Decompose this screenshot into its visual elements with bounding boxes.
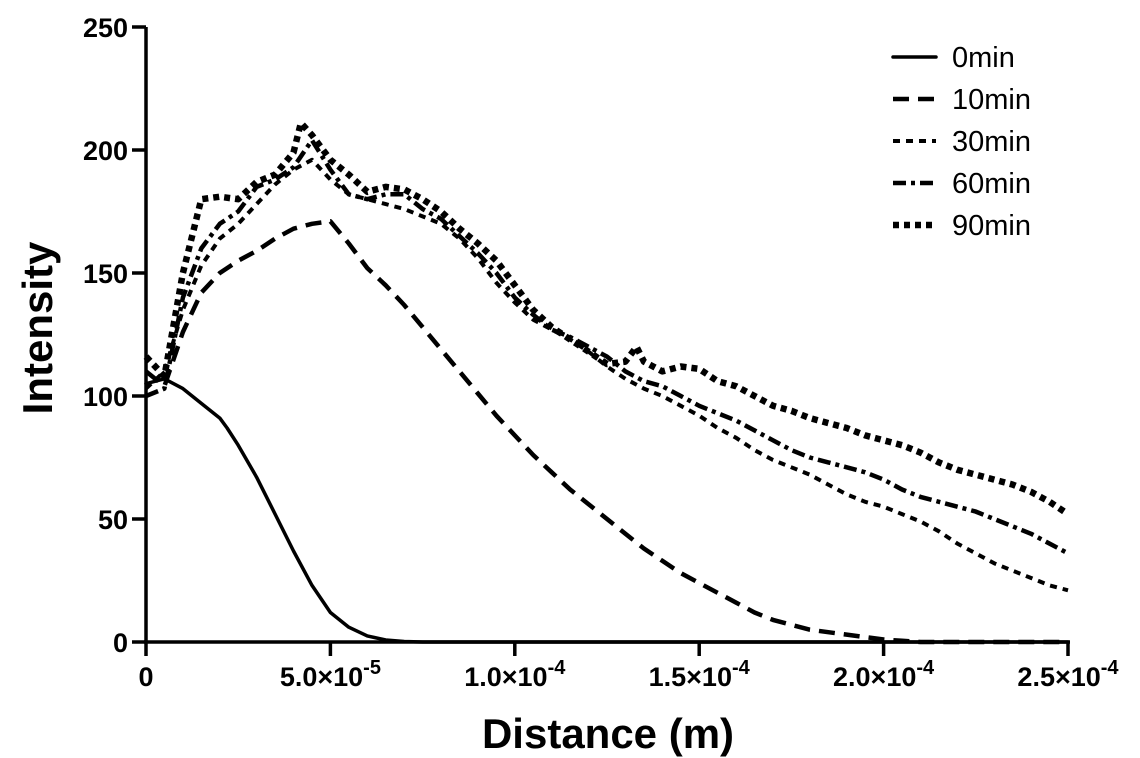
- series-line-60min: [145, 137, 1070, 556]
- x-tick-label: 5.0×10-5: [280, 657, 381, 692]
- y-tick-label: 200: [83, 136, 128, 166]
- y-tick-label: 100: [83, 382, 128, 412]
- legend-label: 90min: [952, 210, 1031, 242]
- x-tick-exponent: -4: [548, 657, 567, 679]
- legend-label: 0min: [952, 42, 1015, 74]
- x-tick-label: 2.0×10-4: [833, 657, 935, 692]
- legend-label: 60min: [952, 168, 1031, 200]
- x-tick-mantissa: 1.5×10: [649, 662, 732, 692]
- x-ticks: 0 5.0×10-5 1.0×10-4 1.5×10-4 2.0×10-4 2.5×10-…: [138, 642, 1119, 692]
- series-line-90min: [143, 119, 1070, 517]
- series-line-10min: [144, 219, 1068, 645]
- x-tick-exponent: -4: [916, 657, 935, 679]
- legend-label: 10min: [952, 84, 1031, 116]
- x-tick-exponent: -5: [363, 657, 381, 679]
- y-tick-label: 150: [83, 259, 128, 289]
- y-ticks: 0 50 100 150 200 250: [83, 13, 146, 658]
- x-tick-exponent: -4: [732, 657, 751, 679]
- x-tick-mantissa: 1.0×10: [464, 662, 547, 692]
- y-tick-label: 0: [113, 628, 128, 658]
- x-tick-mantissa: 2.5×10: [1017, 662, 1100, 692]
- x-tick-mantissa: 5.0×10: [280, 662, 363, 692]
- x-tick-exponent: -4: [1101, 657, 1120, 679]
- series-line-30min: [144, 157, 1069, 593]
- legend: 0min 10min 30min 60min 90min: [891, 42, 1031, 242]
- x-tick-label: 1.0×10-4: [464, 657, 566, 692]
- series-line-0min: [144, 377, 1070, 644]
- x-tick-mantissa: 2.0×10: [833, 662, 916, 692]
- y-axis-title: Intensity: [14, 241, 61, 414]
- y-tick-label: 250: [83, 13, 128, 43]
- x-tick-label: 0: [138, 662, 153, 692]
- y-tick-label: 50: [98, 505, 128, 535]
- series-layer: [143, 119, 1070, 645]
- x-axis-title: Distance (m): [482, 710, 734, 757]
- legend-label: 30min: [952, 126, 1031, 158]
- x-tick-label: 1.5×10-4: [649, 657, 751, 692]
- x-tick-label: 2.5×10-4: [1017, 657, 1119, 692]
- x-tick-mantissa: 0: [138, 662, 153, 692]
- axes: [144, 27, 1070, 644]
